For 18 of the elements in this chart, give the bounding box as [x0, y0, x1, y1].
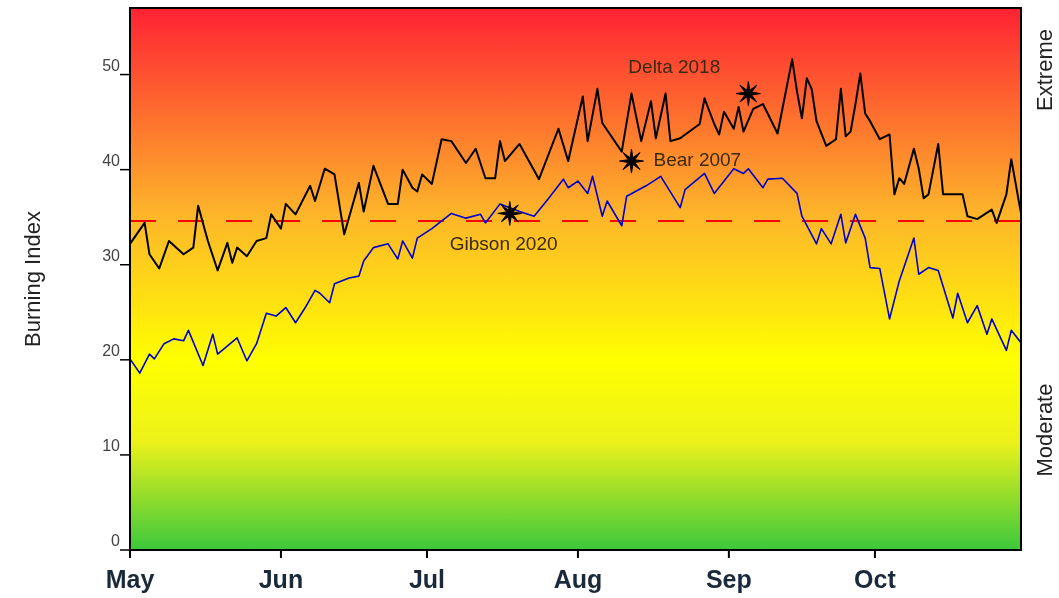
- x-tick-label: Jul: [408, 565, 446, 593]
- y-tick-label: 10: [102, 436, 121, 454]
- x-tick-label: Oct: [854, 565, 897, 593]
- x-tick-label: Jun: [258, 565, 304, 593]
- y-tick-label: 20: [102, 341, 121, 359]
- y-tick-label: 0: [111, 532, 121, 549]
- y-axis-title: Burning Index: [20, 211, 45, 347]
- annotation: Gibson 2020: [449, 233, 558, 255]
- y-tick-label: 30: [102, 246, 121, 264]
- x-tick-label: Sep: [705, 565, 752, 593]
- y-tick-label: 50: [102, 56, 121, 74]
- annotation: Bear 2007: [653, 149, 742, 171]
- x-tick-label: Aug: [553, 565, 603, 593]
- text: Moderate: [1032, 383, 1057, 477]
- annotation: Delta 2018: [628, 55, 721, 77]
- x-tick-label: May: [105, 565, 155, 593]
- text: Extreme: [1032, 29, 1057, 111]
- y-tick-label: 40: [102, 151, 121, 169]
